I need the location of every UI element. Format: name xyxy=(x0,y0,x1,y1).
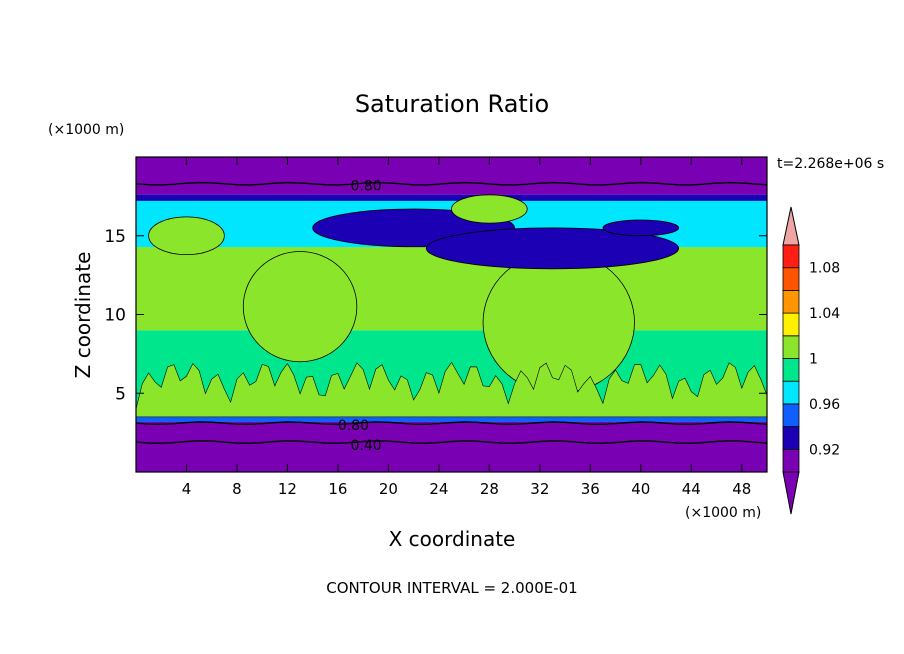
colorbar-swatch xyxy=(782,312,800,337)
colorbar-label: 1.04 xyxy=(809,306,840,322)
x-tick-label: 24 xyxy=(429,480,448,498)
x-axis-label: X coordinate xyxy=(389,527,516,551)
cloud-region xyxy=(451,194,528,224)
x-tick-label: 32 xyxy=(530,480,549,498)
plot-field xyxy=(136,157,767,472)
convective-plumes xyxy=(136,361,767,418)
colorbar-swatch xyxy=(782,335,800,359)
x-tick-label: 16 xyxy=(328,480,347,498)
contour-label: 0.40 xyxy=(351,438,382,454)
colorbar-swatch xyxy=(782,448,800,473)
layer-edge-upper xyxy=(136,194,767,201)
colorbar-label: 1 xyxy=(809,352,818,368)
x-tick-label: 40 xyxy=(631,480,650,498)
colorbar-swatch xyxy=(782,358,800,382)
x-tick-label: 20 xyxy=(379,480,398,498)
colorbar-swatch xyxy=(782,426,800,450)
colorbar-under-arrow xyxy=(782,471,800,515)
contour-line xyxy=(136,421,767,426)
contour-lines xyxy=(136,181,767,444)
time-label: t=2.268e+06 s xyxy=(777,156,884,172)
x-tick-label: 8 xyxy=(232,480,242,498)
colorbar-over-arrow xyxy=(782,206,800,246)
cloud-region xyxy=(602,219,680,237)
y-axis-label: Z coordinate xyxy=(71,252,95,379)
colorbar-swatch xyxy=(782,380,800,405)
colorbar-swatch xyxy=(782,403,800,427)
chart-title: Saturation Ratio xyxy=(355,90,549,118)
colorbar: 0.92 0.96 1 1.04 1.08 xyxy=(782,206,840,515)
x-unit-label: (×1000 m) xyxy=(685,505,761,521)
cloud-region xyxy=(242,251,358,363)
y-tick-label: 5 xyxy=(115,384,126,404)
y-unit-label: (×1000 m) xyxy=(48,122,124,138)
cloud-region xyxy=(148,216,225,256)
x-tick-label: 44 xyxy=(682,480,701,498)
layer-edge-lower xyxy=(136,416,767,422)
x-tick-label: 4 xyxy=(182,480,192,498)
contour-label: 0.80 xyxy=(351,178,382,194)
layer-lower-band xyxy=(136,421,767,472)
x-tick-label: 36 xyxy=(581,480,600,498)
x-tick-label: 28 xyxy=(480,480,499,498)
colorbar-label: 0.96 xyxy=(809,397,840,413)
contour-labels: 0.80 0.80 0.40 xyxy=(338,178,382,454)
cloud-region xyxy=(425,227,680,270)
x-tick-label: 12 xyxy=(278,480,297,498)
colorbar-label: 0.92 xyxy=(809,442,840,458)
y-tick-label: 15 xyxy=(104,227,126,247)
y-axis: 5 10 15 xyxy=(104,227,767,404)
y-tick-label: 10 xyxy=(104,306,126,326)
contour-label: 0.80 xyxy=(338,418,369,434)
cloud-region xyxy=(482,251,635,394)
contour-line xyxy=(136,181,767,186)
contour-line xyxy=(136,440,767,444)
colorbar-swatch xyxy=(782,289,800,314)
colorbar-swatch xyxy=(782,267,800,291)
colorbar-label: 1.08 xyxy=(809,261,840,277)
colorbar-swatch xyxy=(782,244,800,269)
layer-upper-band xyxy=(136,157,767,195)
x-axis: 4 8 12 16 20 24 28 32 36 40 44 48 xyxy=(182,157,751,498)
x-tick-label: 48 xyxy=(732,480,751,498)
contour-interval-footer: CONTOUR INTERVAL = 2.000E-01 xyxy=(326,579,577,597)
